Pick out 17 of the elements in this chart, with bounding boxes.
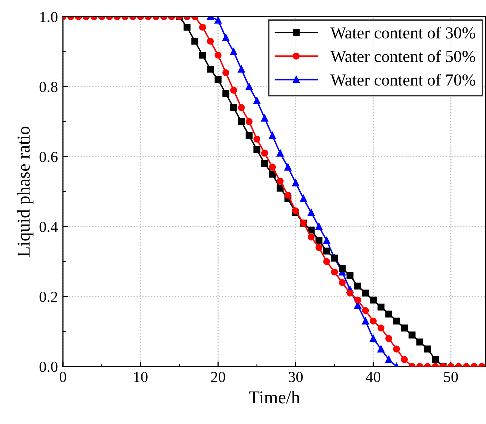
legend-label: Water content of 30% bbox=[330, 26, 476, 39]
y-tick-label: 0.0 bbox=[40, 362, 58, 372]
x-tick-label: 20 bbox=[211, 372, 226, 382]
x-axis-title: Time/h bbox=[249, 391, 300, 404]
legend-label: Water content of 50% bbox=[330, 50, 476, 62]
y-tick-label: 1.0 bbox=[40, 12, 58, 22]
x-tick-label: 30 bbox=[289, 372, 303, 382]
x-tick-label: 50 bbox=[444, 372, 458, 382]
x-tick-label: 40 bbox=[366, 372, 381, 382]
y-tick-label: 0.4 bbox=[40, 222, 58, 232]
y-tick-label: 0.8 bbox=[40, 82, 58, 92]
y-tick-label: 0.2 bbox=[40, 292, 58, 302]
x-tick-label: 10 bbox=[134, 372, 148, 382]
y-axis-title: Liquid phase ratio bbox=[17, 126, 34, 258]
x-tick-label: 0 bbox=[60, 372, 66, 382]
y-tick-label: 0.6 bbox=[40, 152, 58, 162]
legend-label: Water content of 70% bbox=[330, 74, 476, 86]
